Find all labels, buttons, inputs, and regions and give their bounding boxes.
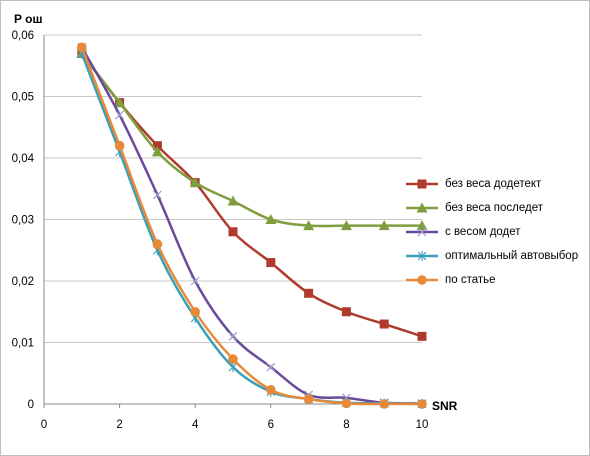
y-tick-label: 0,04	[12, 153, 35, 165]
data-point	[227, 195, 239, 206]
data-point	[228, 331, 238, 341]
data-point	[152, 141, 162, 151]
legend-symbol	[406, 202, 438, 213]
x-tick-label: 4	[192, 419, 199, 431]
legend-label: с весом додет	[445, 226, 521, 238]
data-point	[190, 306, 200, 317]
data-point	[417, 399, 427, 409]
data-point	[379, 319, 389, 329]
series-line-2	[80, 52, 422, 228]
data-point	[228, 227, 238, 237]
legend-label: оптимальный автовыбор	[445, 250, 579, 262]
data-point	[379, 399, 390, 409]
legend-marker	[417, 227, 427, 237]
data-point	[378, 220, 390, 231]
series-line-1	[80, 52, 423, 338]
legend-label: без веса последет	[445, 202, 544, 214]
data-point	[114, 97, 126, 108]
legend-symbol	[406, 179, 438, 189]
data-point	[152, 190, 162, 200]
data-point	[303, 394, 314, 404]
legend-item: с весом додет	[405, 220, 585, 244]
legend-label: без веса додетект	[445, 178, 542, 190]
data-point	[152, 239, 163, 249]
legend-marker	[417, 179, 427, 189]
series-line-3	[80, 46, 423, 405]
x-axis-title: SNR	[432, 399, 458, 413]
legend-marker	[417, 251, 427, 261]
data-point	[190, 276, 200, 286]
x-tick-label: 10	[416, 419, 429, 431]
data-point	[303, 220, 315, 231]
data-point	[266, 362, 276, 372]
data-point	[416, 220, 428, 231]
legend: без веса додетект без веса последет с весо…	[405, 172, 585, 292]
data-point	[266, 258, 276, 268]
data-point	[341, 307, 351, 317]
x-tick-label: 0	[41, 419, 47, 431]
x-tick-label: 2	[116, 419, 122, 431]
legend-item: без веса последет	[405, 196, 585, 220]
legend-symbol	[406, 227, 438, 237]
data-point	[266, 385, 276, 395]
data-point	[417, 331, 427, 341]
legend-marker	[417, 275, 427, 285]
legend-symbol	[406, 275, 438, 285]
data-point	[228, 354, 238, 364]
y-tick-label: 0	[28, 399, 34, 411]
legend-item: по статье	[405, 268, 585, 292]
legend-item: без веса додетект	[405, 172, 585, 196]
y-tick-label: 0,05	[12, 92, 34, 104]
legend-item: оптимальный автовыбор	[405, 244, 585, 268]
y-tick-label: 0,06	[12, 30, 34, 42]
data-point	[341, 398, 352, 409]
y-axis-title: P ош	[14, 12, 43, 26]
data-point	[114, 140, 125, 151]
y-tick-label: 0,03	[12, 215, 34, 227]
data-point	[77, 42, 87, 53]
legend-label: по статье	[445, 274, 496, 286]
x-tick-label: 8	[343, 419, 349, 431]
series-line-4	[80, 53, 423, 406]
y-tick-label: 0,01	[12, 338, 34, 350]
data-point	[340, 220, 352, 231]
data-point	[151, 146, 163, 157]
legend-marker	[416, 202, 428, 213]
x-tick-label: 6	[268, 419, 274, 431]
data-point	[115, 110, 125, 120]
data-point	[189, 177, 201, 188]
y-tick-label: 0,02	[12, 276, 34, 288]
data-point	[265, 214, 277, 224]
data-point	[304, 288, 314, 298]
legend-symbol	[406, 251, 438, 261]
